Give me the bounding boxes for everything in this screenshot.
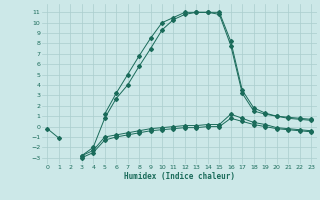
X-axis label: Humidex (Indice chaleur): Humidex (Indice chaleur): [124, 172, 235, 181]
